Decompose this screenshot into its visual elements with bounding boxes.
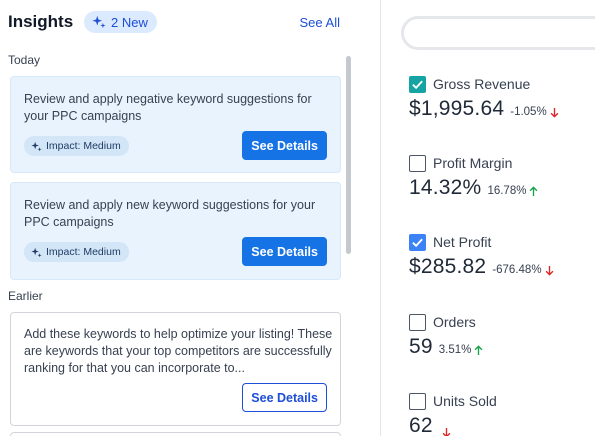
metric-change <box>439 427 451 436</box>
metric-change-value: 3.51% <box>438 344 472 356</box>
metric-change: 16.78% <box>487 185 538 197</box>
metric-value: 62 <box>409 414 433 436</box>
panel-divider <box>380 0 381 436</box>
sparkle-icon <box>31 141 42 151</box>
insight-card[interactable]: Add these keywords to help optimize your… <box>10 312 341 426</box>
checkmark-icon <box>412 80 423 89</box>
impact-label: Impact: Medium <box>46 246 121 258</box>
metric-value: 14.32% <box>409 176 482 199</box>
insights-header: Insights 2 New See All <box>8 10 343 36</box>
metric-value: $285.82 <box>409 255 487 278</box>
metric-label: Gross Revenue <box>433 76 531 92</box>
arrow-down-icon <box>442 427 451 436</box>
metric-change-value: 16.78% <box>487 185 527 197</box>
arrow-up-icon <box>530 185 538 196</box>
metric-label: Units Sold <box>433 393 497 409</box>
insight-card-text: Add these keywords to help optimize your… <box>24 327 333 375</box>
metric-units-sold: Units Sold 62 <box>409 392 595 436</box>
see-all-link[interactable]: See All <box>299 15 340 30</box>
checkmark-icon <box>412 238 423 247</box>
insight-card[interactable]: Review and apply new keyword suggestions… <box>10 182 341 280</box>
see-details-button[interactable]: See Details <box>242 237 327 266</box>
insight-card-text: Review and apply new keyword suggestions… <box>24 198 316 229</box>
impact-chip: Impact: Medium <box>24 136 129 156</box>
metric-orders: Orders 59 3.51% <box>409 313 595 359</box>
metric-net-profit: Net Profit $285.82 -676.48% <box>409 233 595 279</box>
metric-change-value: -676.48% <box>492 264 542 276</box>
impact-chip: Impact: Medium <box>24 242 129 262</box>
metric-checkbox[interactable] <box>409 75 426 93</box>
insights-panel: Insights 2 New See All Today Review and … <box>8 10 351 436</box>
metric-value: 59 <box>409 335 433 358</box>
sparkle-icon <box>31 247 42 257</box>
metric-change-value: -1.05% <box>510 106 547 118</box>
metrics-search-pill[interactable] <box>401 16 595 50</box>
metric-change: 3.51% <box>439 344 484 356</box>
metric-checkbox[interactable] <box>409 392 426 410</box>
metric-label: Profit Margin <box>433 155 513 171</box>
metric-value: $1,995.64 <box>409 97 505 120</box>
impact-label: Impact: Medium <box>46 140 121 152</box>
see-details-button[interactable]: See Details <box>242 131 327 160</box>
metric-label: Orders <box>433 314 476 330</box>
new-insights-badge[interactable]: 2 New <box>84 11 157 33</box>
arrow-up-icon <box>474 344 483 355</box>
metric-gross-revenue: Gross Revenue $1,995.64 -1.05% <box>409 75 595 121</box>
insights-scrollbar-thumb[interactable] <box>346 56 351 254</box>
metric-change: -676.48% <box>492 264 553 276</box>
metric-change: -1.05% <box>510 106 559 118</box>
metric-checkbox[interactable] <box>409 233 426 251</box>
section-label-today: Today <box>8 53 41 67</box>
arrow-down-icon <box>550 107 559 118</box>
metric-label: Net Profit <box>433 234 492 250</box>
metric-profit-margin: Profit Margin 14.32% 16.78% <box>409 154 595 200</box>
insight-card[interactable]: Review and apply negative keyword sugges… <box>10 76 341 173</box>
metric-checkbox[interactable] <box>409 154 426 172</box>
sparkle-icon <box>92 15 106 29</box>
arrow-down-icon <box>545 265 553 276</box>
insight-card[interactable] <box>10 432 341 436</box>
insight-card-text: Review and apply negative keyword sugges… <box>24 92 312 123</box>
insights-title: Insights <box>8 12 74 31</box>
see-details-button[interactable]: See Details <box>242 383 327 412</box>
section-label-earlier: Earlier <box>8 289 43 303</box>
metric-checkbox[interactable] <box>409 313 426 331</box>
new-badge-label: 2 New <box>111 14 148 30</box>
